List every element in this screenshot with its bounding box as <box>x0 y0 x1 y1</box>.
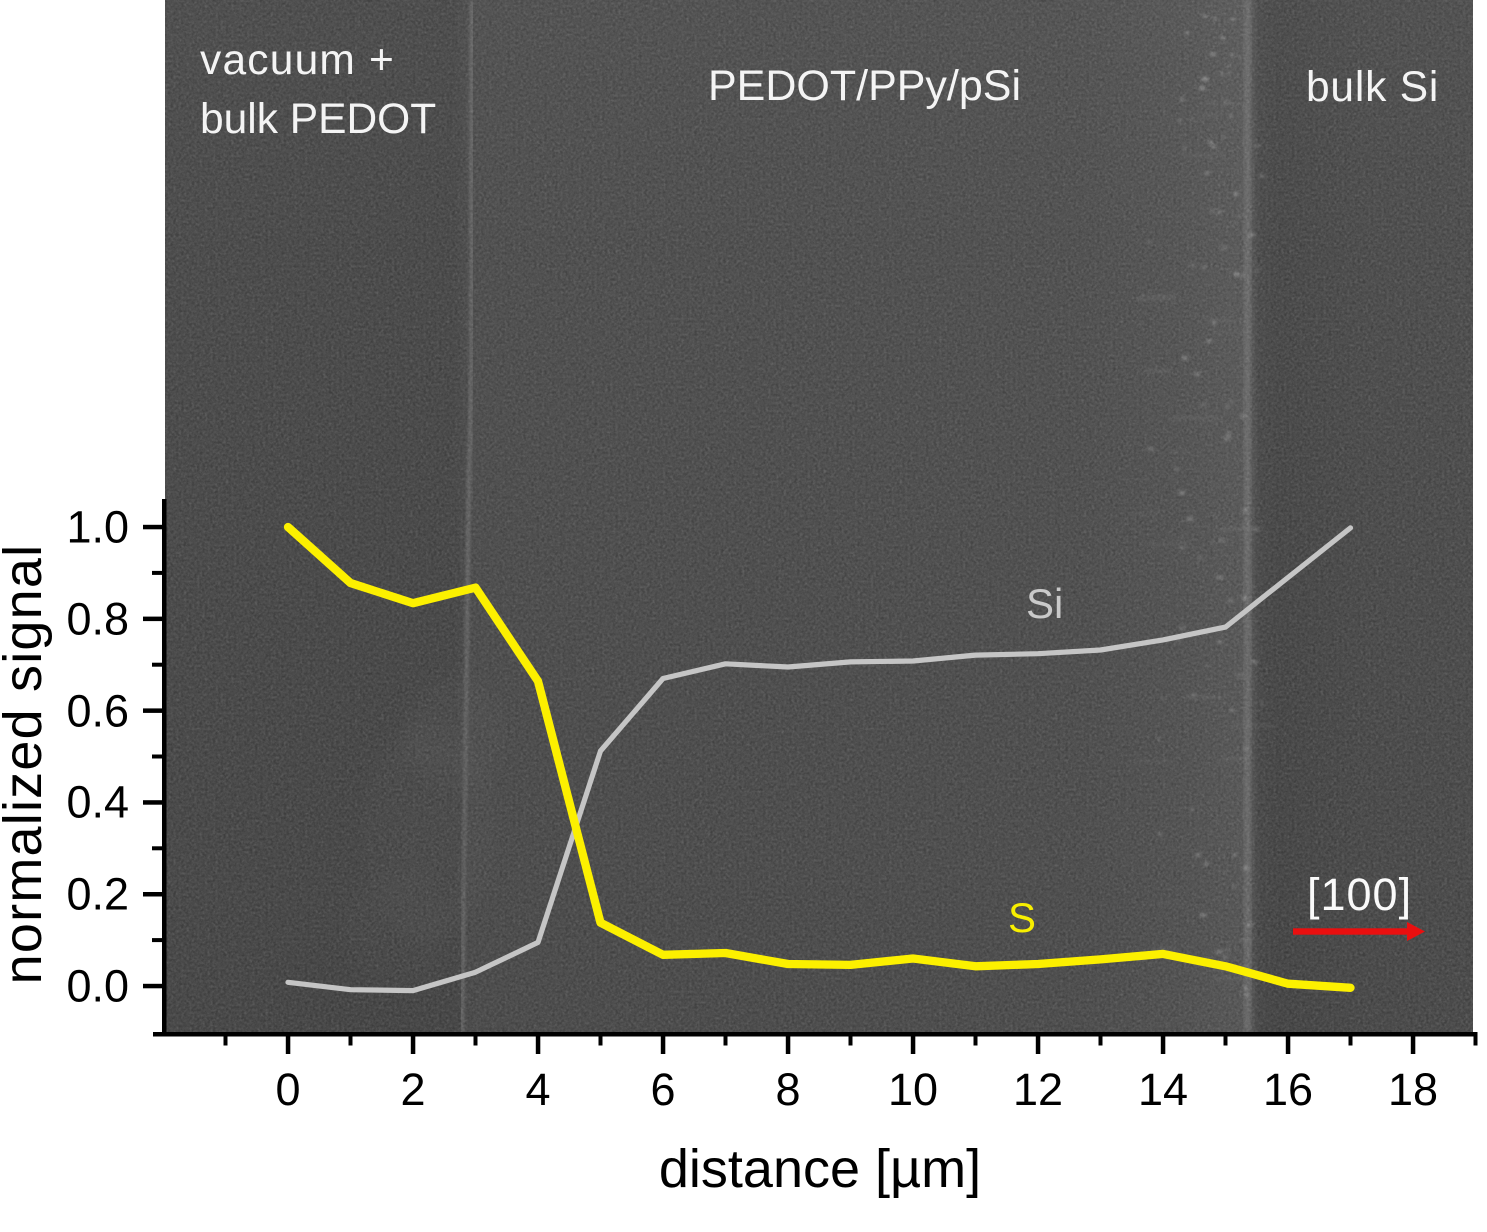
svg-text:1.0: 1.0 <box>66 502 129 553</box>
svg-text:14: 14 <box>1138 1064 1188 1115</box>
svg-text:2: 2 <box>400 1064 425 1115</box>
svg-text:4: 4 <box>525 1064 550 1115</box>
svg-text:bulk Si: bulk Si <box>1306 64 1439 111</box>
svg-text:0.6: 0.6 <box>66 686 129 737</box>
svg-text:18: 18 <box>1388 1064 1438 1115</box>
svg-text:0.0: 0.0 <box>66 961 129 1012</box>
svg-text:6: 6 <box>650 1064 675 1115</box>
svg-text:0.4: 0.4 <box>66 777 129 828</box>
svg-text:0.2: 0.2 <box>66 869 129 920</box>
svg-text:0.8: 0.8 <box>66 594 129 645</box>
svg-text:vacuum +: vacuum + <box>200 37 395 84</box>
svg-text:16: 16 <box>1263 1064 1313 1115</box>
svg-text:0: 0 <box>275 1064 300 1115</box>
svg-text:12: 12 <box>1013 1064 1063 1115</box>
svg-text:[100]: [100] <box>1307 869 1412 920</box>
svg-text:normalized signal: normalized signal <box>0 544 53 985</box>
svg-text:S: S <box>1008 894 1036 941</box>
svg-text:distance [µm]: distance [µm] <box>659 1139 981 1199</box>
svg-text:PEDOT/PPy/pSi: PEDOT/PPy/pSi <box>708 62 1021 110</box>
svg-text:Si: Si <box>1026 580 1063 627</box>
svg-text:bulk PEDOT: bulk PEDOT <box>200 96 436 143</box>
svg-text:8: 8 <box>775 1064 800 1115</box>
svg-text:10: 10 <box>888 1064 938 1115</box>
